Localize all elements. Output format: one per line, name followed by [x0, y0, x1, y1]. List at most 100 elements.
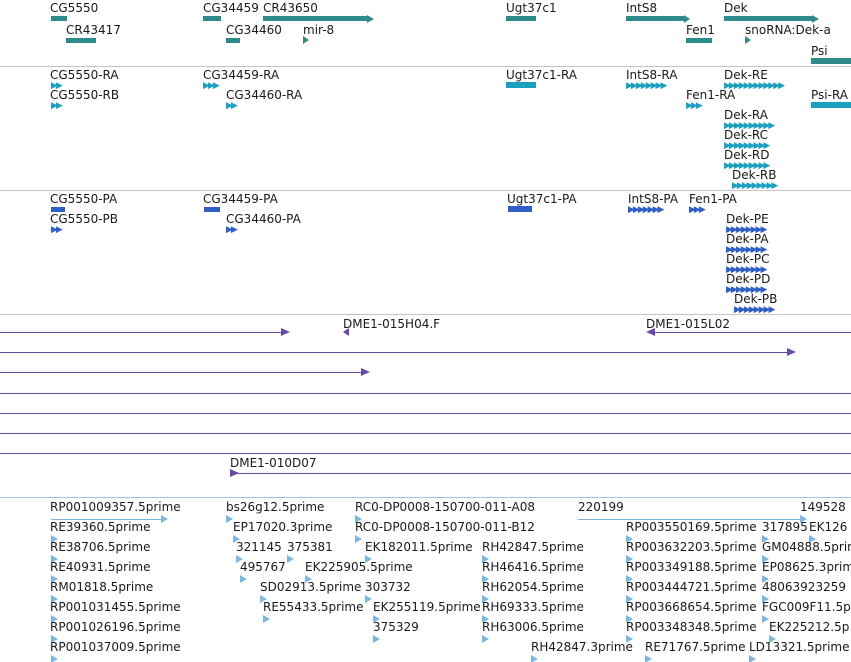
gene-feature-cg5550[interactable] [51, 16, 67, 21]
est-feature[interactable] [240, 575, 247, 583]
est-feature[interactable] [531, 655, 538, 662]
est-feature[interactable] [626, 595, 633, 603]
est-feature[interactable] [578, 519, 802, 520]
est-feature[interactable] [305, 575, 312, 583]
clone-line[interactable] [0, 433, 851, 434]
transcript-feature-dek-rb[interactable]: ▶▶▶▶▶▶▶▶▶ [732, 181, 778, 191]
gene-feature-cr43650[interactable] [263, 16, 367, 21]
gene-feature-cg34459[interactable] [203, 16, 221, 21]
est-feature[interactable] [51, 655, 58, 662]
est-feature[interactable] [762, 535, 769, 543]
est-feature[interactable] [287, 555, 294, 563]
protein-feature-dek-pc[interactable]: ▶▶▶▶▶▶▶▶ [726, 265, 767, 275]
est-feature[interactable] [51, 615, 58, 623]
clone-line[interactable] [0, 332, 284, 333]
clone-line[interactable] [0, 352, 790, 353]
est-feature[interactable] [762, 575, 769, 583]
est-feature[interactable] [51, 519, 161, 520]
est-label: 220199 [578, 500, 624, 514]
gene-feature-fen1[interactable] [686, 38, 712, 43]
est-feature[interactable] [626, 535, 633, 543]
protein-feature-ugt37c1-pa[interactable] [508, 206, 532, 212]
est-feature[interactable] [51, 635, 58, 643]
est-feature[interactable] [355, 515, 362, 523]
transcript-feature-cg34459-ra[interactable]: ▶▶▶ [203, 81, 220, 91]
est-feature[interactable] [365, 555, 372, 563]
est-feature[interactable] [260, 595, 267, 603]
track-divider [0, 314, 851, 315]
est-feature[interactable] [482, 595, 489, 603]
transcript-feature-dek-rd[interactable]: ▶▶▶▶▶▶▶▶▶ [724, 161, 770, 171]
est-feature[interactable] [769, 635, 776, 643]
gene-label-fen1: Fen1 [686, 23, 715, 37]
clone-line[interactable] [0, 372, 364, 373]
est-feature[interactable] [226, 515, 233, 523]
transcript-feature-dek-rc[interactable]: ▶▶▶▶▶▶▶▶▶ [724, 141, 770, 151]
gene-feature-psi[interactable] [811, 58, 851, 64]
protein-feature-cg5550-pb[interactable]: ▶▶ [51, 225, 63, 235]
gene-feature-cr43417[interactable] [66, 38, 96, 43]
clone-feature-dme1-015h04[interactable] [343, 328, 349, 336]
est-feature[interactable] [482, 555, 489, 563]
gene-label-dek: Dek [724, 1, 748, 15]
est-feature[interactable] [626, 575, 633, 583]
strand-arrow-icon [367, 15, 374, 23]
protein-feature-ints8-pa[interactable]: ▶▶▶▶▶▶▶ [628, 205, 664, 215]
transcript-feature-cg5550-rb[interactable]: ▶▶ [51, 101, 63, 111]
protein-feature-dek-pd[interactable]: ▶▶▶▶▶▶▶▶ [726, 285, 767, 295]
est-feature[interactable] [482, 635, 489, 643]
protein-feature-cg5550-pa[interactable] [51, 207, 65, 212]
transcript-feature-ints8-ra[interactable]: ▶▶▶▶▶▶▶▶ [626, 81, 667, 91]
gene-feature-snorna[interactable] [745, 36, 751, 44]
protein-feature-dek-pe[interactable]: ▶▶▶▶▶▶▶▶ [726, 225, 767, 235]
est-feature[interactable] [645, 655, 652, 662]
transcript-feature-dek-ra[interactable]: ▶▶▶▶▶▶▶▶▶▶ [724, 121, 775, 131]
gene-feature-ints8[interactable] [626, 16, 684, 21]
est-feature[interactable] [626, 555, 633, 563]
est-feature[interactable] [373, 635, 380, 643]
protein-feature-cg34459-pa[interactable] [204, 207, 220, 212]
clone-line[interactable] [0, 393, 851, 394]
est-feature[interactable] [482, 575, 489, 583]
protein-feature-dek-pa[interactable]: ▶▶▶▶▶▶▶▶ [726, 245, 767, 255]
transcript-feature-ugt37c1-ra[interactable] [506, 82, 536, 88]
clone-line[interactable] [0, 413, 851, 414]
strand-arrow-icon [281, 328, 290, 336]
transcript-label-cg34459-ra: CG34459-RA [203, 68, 280, 82]
gene-feature-dek[interactable] [724, 16, 812, 21]
est-feature[interactable] [51, 535, 58, 543]
est-feature[interactable] [762, 595, 769, 603]
gene-feature-ugt37c1[interactable] [506, 16, 536, 21]
transcript-feature-cg34460-ra[interactable]: ▶▶ [226, 101, 238, 111]
est-feature[interactable] [355, 535, 362, 543]
gene-feature-cg34460[interactable] [226, 38, 240, 43]
est-feature[interactable] [809, 535, 816, 543]
est-feature[interactable] [762, 615, 769, 623]
est-feature[interactable] [482, 615, 489, 623]
est-feature[interactable] [626, 635, 633, 643]
est-feature[interactable] [51, 595, 58, 603]
transcript-feature-dek-re[interactable]: ▶▶▶▶▶▶▶▶▶▶▶▶ [724, 81, 785, 91]
est-feature[interactable] [365, 595, 372, 603]
transcript-feature-fen1-ra[interactable]: ▶▶▶ [686, 101, 703, 111]
protein-feature-dek-pb[interactable]: ▶▶▶▶▶▶▶▶ [734, 305, 775, 315]
clone-feature-dme1-015l02[interactable] [654, 332, 851, 333]
clone-line[interactable] [0, 453, 851, 454]
est-feature[interactable] [236, 555, 243, 563]
left-arrow-icon [646, 328, 655, 336]
est-feature[interactable] [373, 615, 380, 623]
est-feature[interactable] [762, 555, 769, 563]
est-feature[interactable] [233, 535, 240, 543]
transcript-feature-psi-ra[interactable] [811, 102, 851, 108]
est-feature[interactable] [263, 615, 270, 623]
est-feature[interactable] [51, 555, 58, 563]
gene-feature-mir8[interactable] [303, 36, 309, 44]
transcript-label-cg34460-ra: CG34460-RA [226, 88, 303, 102]
protein-feature-cg34460-pa[interactable]: ▶▶ [226, 225, 238, 235]
est-feature[interactable] [51, 575, 58, 583]
est-feature[interactable] [626, 615, 633, 623]
transcript-feature-cg5550-ra[interactable]: ▶▶ [51, 81, 63, 91]
protein-feature-fen1-pa[interactable]: ▶▶▶ [689, 205, 706, 215]
est-feature[interactable] [749, 655, 756, 662]
clone-feature-dme1-010d07[interactable] [236, 473, 851, 474]
